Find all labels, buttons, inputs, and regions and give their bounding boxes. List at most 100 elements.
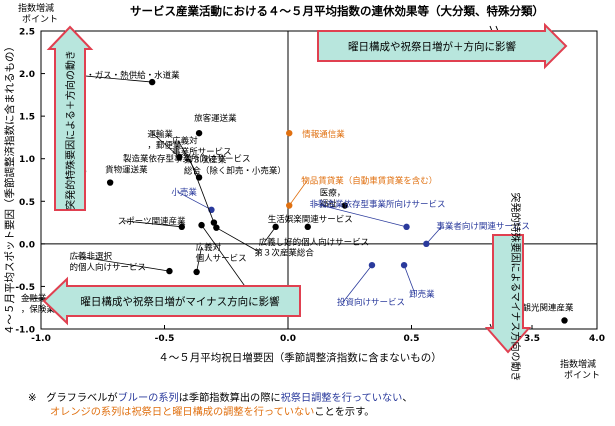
leader-line: [153, 133, 180, 158]
footnote-blue-series: ブルーの系列: [117, 393, 179, 404]
point-label: 個人サービス: [196, 253, 247, 264]
footnote-blue-note: 祝祭日調整を行っていない: [280, 393, 403, 404]
footnote: ※ グラフラベルがブルーの系列は季節指数算出の際に祝祭日調整を行っていない、 オ…: [28, 392, 413, 420]
leader-line: [75, 74, 153, 83]
point-label: 総合（除く卸売・小売業）: [184, 166, 286, 177]
data-point: [286, 202, 293, 209]
footnote-line1-mid: は季節指数算出の際に: [178, 393, 281, 404]
footnote-line1-pre: グラフラベルが: [46, 393, 118, 404]
x-tick-label: 3.5: [524, 334, 540, 344]
x-axis-title: ４～５月平均祝日増要因（季節調整済指数に含まないもの）: [158, 351, 442, 364]
leader-line: [403, 265, 416, 295]
y-tick-label: 1.0: [19, 155, 35, 165]
point-label: 製造業依存型事業所向けサービス: [123, 153, 251, 164]
footnote-mark: ※: [28, 393, 37, 404]
arrow-special-up: 突発的特殊要因による＋方向の動き: [46, 25, 94, 211]
data-point: [148, 78, 156, 86]
footnote-orange-series: オレンジの系列は祝祭日と曜日構成の調整を行っていない: [50, 407, 315, 418]
point-label: 貨物運送業: [105, 165, 148, 176]
leader-line: [426, 225, 443, 245]
leader-line: [288, 180, 308, 206]
point-label: 非製造業依存型事業所向けサービス: [310, 199, 446, 210]
leader-line: [177, 191, 212, 211]
data-point: [210, 219, 218, 226]
arrow-special-down: 突発的特殊要因によるマイナス方向の動き: [484, 192, 532, 382]
leader-line: [123, 220, 182, 228]
point-label: 物品賃貸業（自動車賃貸業を含む）: [301, 176, 437, 187]
leader-line: [315, 203, 407, 228]
arrow-special-down-label: 突発的特殊要因によるマイナス方向の動き: [509, 192, 522, 381]
point-label: 第３次産業: [184, 155, 227, 166]
data-point: [400, 261, 408, 269]
y-tick-label: 2.5: [19, 28, 35, 38]
point-label: 医療，: [320, 188, 346, 199]
arrow-minus-left: 曜日構成や祝祭日増がマイナス方向に影響: [42, 276, 301, 326]
point-label: 情報通信業: [302, 129, 345, 140]
leader-line: [75, 255, 170, 272]
data-point: [213, 224, 220, 231]
data-point: [195, 129, 203, 137]
point-label: 事業所サービス: [172, 146, 232, 157]
footnote-line1-post: 、: [402, 393, 413, 404]
data-point: [166, 267, 173, 275]
point-label: 広義非選択: [69, 251, 112, 262]
chart-title: サービス産業活動における４～５月平均指数の連休効果等（大分類、特殊分類）: [130, 4, 544, 18]
data-point: [272, 223, 279, 231]
point-label: 投資向けサービス: [337, 297, 405, 308]
y-tick-label: 2.0: [19, 70, 35, 80]
leader-line: [177, 140, 200, 178]
x-unit-label-2: ポイント: [564, 370, 600, 381]
data-point: [193, 268, 200, 276]
y-tick-label: 0.5: [19, 198, 35, 208]
leader-line: [201, 224, 251, 295]
point-label: 金融業: [21, 293, 47, 304]
point-label: 広義対: [172, 135, 198, 146]
x-tick-label: -0.5: [155, 334, 175, 344]
footnote-line2-post: ことを示す。: [314, 407, 375, 418]
point-label: 事業者向け関連サービス: [436, 221, 530, 232]
data-point: [198, 221, 205, 229]
arrow-plus-right: 曜日構成や祝祭日増が＋方向に影響: [317, 22, 568, 70]
y-axis-title: ４～５月平均スポット要因（季節調整済指数に含まれるもの）: [3, 41, 16, 335]
arrow-special-up-label: 突発的特殊要因による＋方向の動き: [64, 50, 77, 210]
y-tick-label: 0.0: [19, 240, 35, 250]
leader-line: [216, 227, 261, 254]
point-label: 第３次産業総合: [254, 248, 314, 259]
data-point: [304, 223, 311, 231]
point-label: ，保険業: [21, 304, 56, 315]
footnote-line-2: オレンジの系列は祝祭日と曜日構成の調整を行っていないことを示す。: [28, 406, 413, 420]
leader-line: [342, 264, 373, 303]
y-tick-label: -0.5: [15, 283, 35, 293]
data-point: [403, 223, 410, 231]
x-unit-label-1: 指数増減: [560, 358, 596, 370]
point-label: スポーツ関連産業: [118, 216, 186, 227]
data-point: [106, 179, 114, 186]
x-tick-label: -1.0: [31, 334, 51, 344]
point-label: 旅客運送業: [194, 113, 237, 124]
data-point: [423, 240, 430, 248]
data-point: [368, 261, 376, 269]
x-tick-label: 0.5: [404, 334, 420, 344]
point-label: 福祉: [320, 199, 338, 210]
footnote-line-1: ※ グラフラベルがブルーの系列は季節指数算出の際に祝祭日調整を行っていない、: [28, 392, 413, 406]
leader-line: [189, 159, 215, 223]
y-tick-label: -1.0: [15, 326, 35, 336]
point-label: 生活娯楽関連サービス: [268, 214, 353, 225]
y-tick-label: 1.5: [19, 113, 35, 123]
x-tick-label: 4.0: [589, 334, 605, 344]
point-label: 卸売業: [409, 289, 435, 300]
data-point: [561, 317, 568, 324]
data-point: [176, 153, 183, 161]
point-label: ，郵便業: [147, 140, 182, 151]
point-label: 観光関連産業: [523, 302, 575, 313]
point-label: 運輸業: [147, 129, 173, 140]
arrow-plus-right-label: 曜日構成や祝祭日増が＋方向に影響: [348, 40, 516, 53]
data-point: [286, 129, 293, 137]
point-label: 広義対: [196, 242, 222, 253]
point-label: 的個人向けサービス: [69, 262, 146, 273]
y-unit-label-2: ポイント: [22, 14, 58, 25]
arrow-minus-left-label: 曜日構成や祝祭日増がマイナス方向に影響: [80, 295, 280, 308]
point-label: 電気・ガス・熱供給・水道業: [69, 70, 180, 81]
y-unit-label-1: 指数増減: [18, 2, 54, 14]
